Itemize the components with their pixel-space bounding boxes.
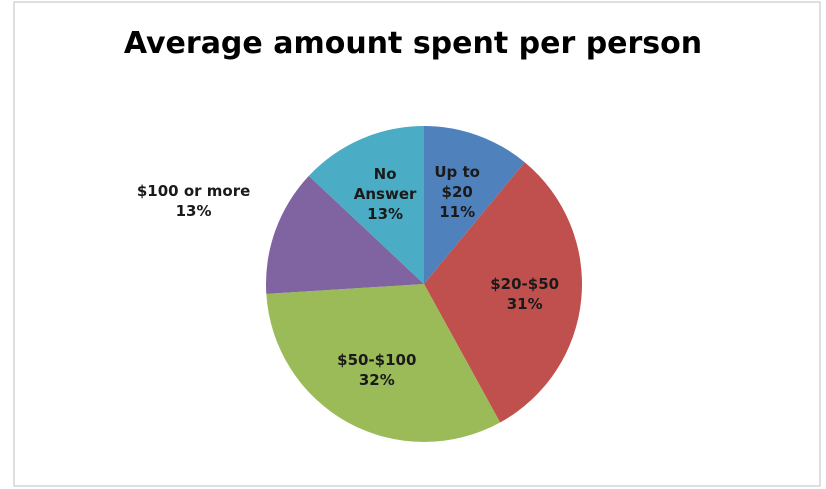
pie-slice (424, 126, 525, 284)
value-label: 31% (506, 294, 543, 313)
pie-slice (308, 126, 424, 284)
pie-slice (265, 175, 424, 294)
category-label: No Answer (353, 165, 417, 204)
slice-label: $100 or more 13% (124, 181, 264, 221)
chart-title: Average amount spent per person (123, 26, 703, 61)
value-label: 13% (367, 205, 404, 224)
slice-label: Up to $20 11% (427, 162, 487, 222)
value-label: 13% (175, 202, 212, 221)
slice-label: $50-$100 32% (332, 350, 422, 390)
slice-label: No Answer 13% (352, 164, 418, 224)
value-label: 11% (439, 202, 476, 221)
category-label: $20-$50 (490, 274, 560, 293)
value-label: 32% (358, 370, 395, 389)
category-label: $50-$100 (337, 350, 417, 369)
category-label: $100 or more (136, 182, 251, 201)
category-label: Up to $20 (434, 162, 480, 201)
pie-slice (424, 162, 583, 423)
pie-slice (266, 284, 501, 442)
slice-label: $20-$50 31% (480, 274, 570, 314)
